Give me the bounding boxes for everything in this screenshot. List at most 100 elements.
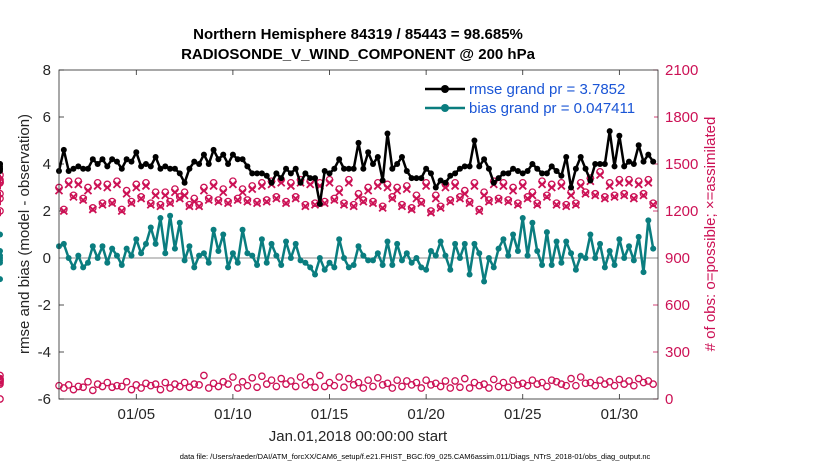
obs-assimilated-marker — [566, 191, 576, 200]
obs-assimilated-marker — [69, 192, 78, 202]
rmse-point — [0, 165, 3, 172]
legend-rmse-label: rmse grand pr = 3.7852 — [469, 81, 625, 98]
obs-possible-marker — [330, 381, 339, 390]
bias-point — [374, 250, 381, 257]
rmse-point — [369, 161, 376, 167]
bias-point — [210, 226, 217, 233]
obs-x-stroke — [156, 202, 165, 211]
bias-point — [239, 226, 246, 233]
obs-possible-marker — [204, 194, 213, 203]
obs-possible-marker — [253, 197, 261, 206]
obs-possible-marker — [581, 379, 590, 388]
obs-assimilated-marker — [364, 186, 373, 195]
obs-assimilated-marker — [117, 206, 126, 216]
bias-point — [292, 240, 299, 247]
obs-possible-marker — [243, 381, 252, 390]
bias-point — [84, 259, 91, 266]
obs-x-stroke — [557, 181, 566, 191]
obs-assimilated-marker — [393, 186, 402, 195]
obs-assimilated-marker — [605, 181, 614, 191]
obs-possible-marker — [88, 386, 97, 395]
obs-assimilated-marker — [98, 200, 107, 209]
obs-x-stroke — [204, 195, 213, 205]
obs-assimilated-marker — [262, 197, 271, 206]
obs-possible-marker — [436, 202, 445, 211]
obs-possible-marker — [137, 384, 145, 392]
obs-assimilated-marker — [175, 194, 184, 203]
bias-point — [336, 236, 343, 243]
obs-possible-marker — [272, 193, 281, 201]
obs-possible-marker — [151, 380, 160, 388]
obs-possible-marker — [528, 376, 537, 385]
obs-assimilated-marker — [132, 183, 141, 192]
obs-x-stroke — [127, 199, 136, 208]
obs-assimilated-marker — [426, 208, 436, 217]
obs-possible-marker — [0, 371, 4, 380]
obs-possible-marker — [639, 378, 648, 387]
obs-assimilated-marker — [446, 197, 455, 206]
x-tick-label: 01/20 — [407, 406, 445, 423]
rmse-point — [80, 165, 87, 172]
x-tick-label: 01/05 — [118, 406, 156, 423]
bias-point — [109, 245, 116, 252]
rmse-point — [0, 161, 3, 167]
bias-point — [572, 266, 579, 273]
obs-x-stroke — [624, 178, 634, 187]
bias-point — [447, 266, 454, 273]
obs-x-stroke — [286, 181, 296, 191]
rmse-point — [138, 163, 145, 170]
bias-point — [505, 252, 512, 259]
obs-assimilated-marker — [306, 180, 315, 189]
rmse-point — [123, 156, 130, 163]
obs-possible-marker — [248, 373, 257, 382]
rmse-point — [635, 142, 642, 149]
obs-possible-marker — [412, 378, 421, 387]
x-axis-label: Jan.01,2018 00:00:00 start — [269, 428, 448, 445]
obs-assimilated-marker — [59, 206, 68, 216]
bias-point — [437, 238, 444, 245]
bias-point — [254, 262, 261, 269]
obs-x-stroke — [170, 188, 180, 197]
obs-possible-marker — [562, 381, 571, 390]
obs-possible-marker — [460, 374, 469, 383]
obs-assimilated-marker — [146, 200, 155, 209]
obs-x-stroke — [93, 181, 102, 191]
obs-possible-marker — [407, 204, 416, 212]
axes-frame — [58, 69, 659, 400]
obs-x-stroke — [112, 180, 122, 189]
obs-possible-marker — [610, 191, 619, 200]
obs-x-stroke — [571, 200, 581, 209]
bias-point — [307, 264, 314, 271]
obs-possible-marker — [98, 199, 107, 208]
obs-possible-marker — [629, 381, 638, 390]
rmse-point — [133, 149, 140, 156]
obs-possible-marker — [359, 196, 368, 204]
rmse-point — [558, 172, 565, 179]
bias-point — [162, 250, 169, 257]
obs-x-stroke — [117, 206, 126, 216]
rmse-point — [278, 175, 285, 182]
obs-x-stroke — [600, 194, 609, 203]
obs-possible-marker — [0, 395, 4, 403]
obs-assimilated-marker — [108, 199, 117, 208]
bias-point — [94, 255, 101, 261]
obs-x-stroke — [175, 194, 184, 203]
obs-possible-marker — [0, 171, 4, 179]
rmse-point — [568, 184, 575, 191]
obs-possible-marker — [605, 377, 614, 386]
obs-x-stroke — [417, 199, 426, 208]
obs-x-stroke — [393, 186, 402, 195]
obs-x-stroke — [199, 186, 209, 195]
obs-possible-marker — [465, 197, 474, 206]
obs-assimilated-marker — [562, 202, 571, 211]
bias-point — [606, 247, 613, 254]
obs-x-stroke — [233, 195, 242, 205]
rmse-point — [142, 161, 149, 167]
obs-assimilated-marker — [199, 186, 209, 195]
rmse-point — [113, 158, 120, 165]
obs-possible-marker — [200, 371, 208, 380]
obs-assimilated-marker — [272, 194, 281, 203]
rmse-point — [442, 179, 449, 186]
legend-rmse-marker — [441, 85, 449, 93]
